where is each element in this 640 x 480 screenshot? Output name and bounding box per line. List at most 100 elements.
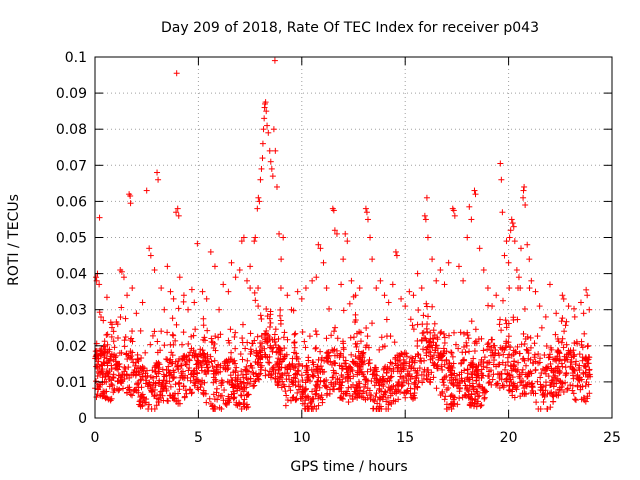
roti-point [398,350,405,357]
roti-point [552,331,559,338]
roti-point [360,373,367,380]
roti-point [498,327,505,334]
roti-point [564,386,571,393]
roti-point [395,396,402,403]
roti-point [283,392,290,399]
roti-point [137,327,144,334]
roti-point [543,343,550,350]
roti-point [552,372,559,379]
roti-point [314,378,321,385]
roti-point [291,339,298,346]
y-tick-label: 0 [78,411,87,427]
roti-point [98,314,105,321]
roti-point [556,350,563,357]
roti-point [221,387,228,394]
roti-point [357,329,364,336]
roti-point [221,358,228,365]
roti-point [134,355,141,362]
roti-point [190,347,197,354]
roti-point [132,362,139,369]
roti-point [334,375,341,382]
roti-point [451,212,458,219]
roti-point [337,379,344,386]
roti-point [286,376,293,383]
roti-point [452,376,459,383]
roti-point [562,322,569,329]
roti-point [301,338,308,345]
roti-point [402,394,409,401]
roti-point [230,395,237,402]
roti-point [117,377,124,384]
roti-point [241,396,248,403]
roti-point [186,357,193,364]
roti-point [312,345,319,352]
roti-point [211,357,218,364]
roti-point [586,354,593,361]
roti-point [563,318,570,325]
roti-point [151,266,158,273]
roti-point [289,394,296,401]
roti-point [270,126,277,133]
roti-point [553,310,560,317]
roti-point [496,361,503,368]
roti-point [284,292,291,299]
roti-point [538,324,545,331]
roti-point [421,212,428,219]
roti-point [238,368,245,375]
y-axis-label: ROTI / TECUs [6,194,22,286]
roti-point [490,352,497,359]
roti-point [331,328,338,335]
roti-point [481,395,488,402]
roti-point [247,263,254,270]
roti-point [410,326,417,333]
x-tick-label: 0 [91,430,100,446]
roti-point [164,329,171,336]
roti-point [543,365,550,372]
roti-point [376,396,383,403]
roti-point [561,357,568,364]
roti-point [503,320,510,327]
roti-point [93,274,100,281]
roti-point [555,338,562,345]
roti-point [412,353,419,360]
roti-point [358,369,365,376]
roti-point [506,351,513,358]
roti-point [434,349,441,356]
roti-point [387,386,394,393]
roti-point [298,295,305,302]
roti-point [112,354,119,361]
roti-point [380,391,387,398]
roti-point [145,401,152,408]
roti-point [354,340,361,347]
roti-point [360,349,367,356]
roti-point [459,394,466,401]
roti-point [139,373,146,380]
roti-point [527,334,534,341]
roti-point [210,379,217,386]
roti-point [401,360,408,367]
roti-point [155,379,162,386]
roti-point [470,386,477,393]
roti-point [181,394,188,401]
axis-ticks [94,56,613,419]
roti-point [302,344,309,351]
roti-point [372,393,379,400]
roti-point [225,395,232,402]
roti-point [271,331,278,338]
roti-point [257,176,264,183]
roti-point [441,334,448,341]
roti-point [289,362,296,369]
roti-point [464,375,471,382]
roti-point [137,377,144,384]
roti-point [579,354,586,361]
roti-point [312,328,319,335]
roti-point [388,400,395,407]
roti-point [230,382,237,389]
roti-point [315,241,322,248]
roti-point [537,405,544,412]
roti-point [255,285,262,292]
roti-point [323,377,330,384]
roti-point [174,205,181,212]
roti-point [535,360,542,367]
roti-point [508,362,515,369]
